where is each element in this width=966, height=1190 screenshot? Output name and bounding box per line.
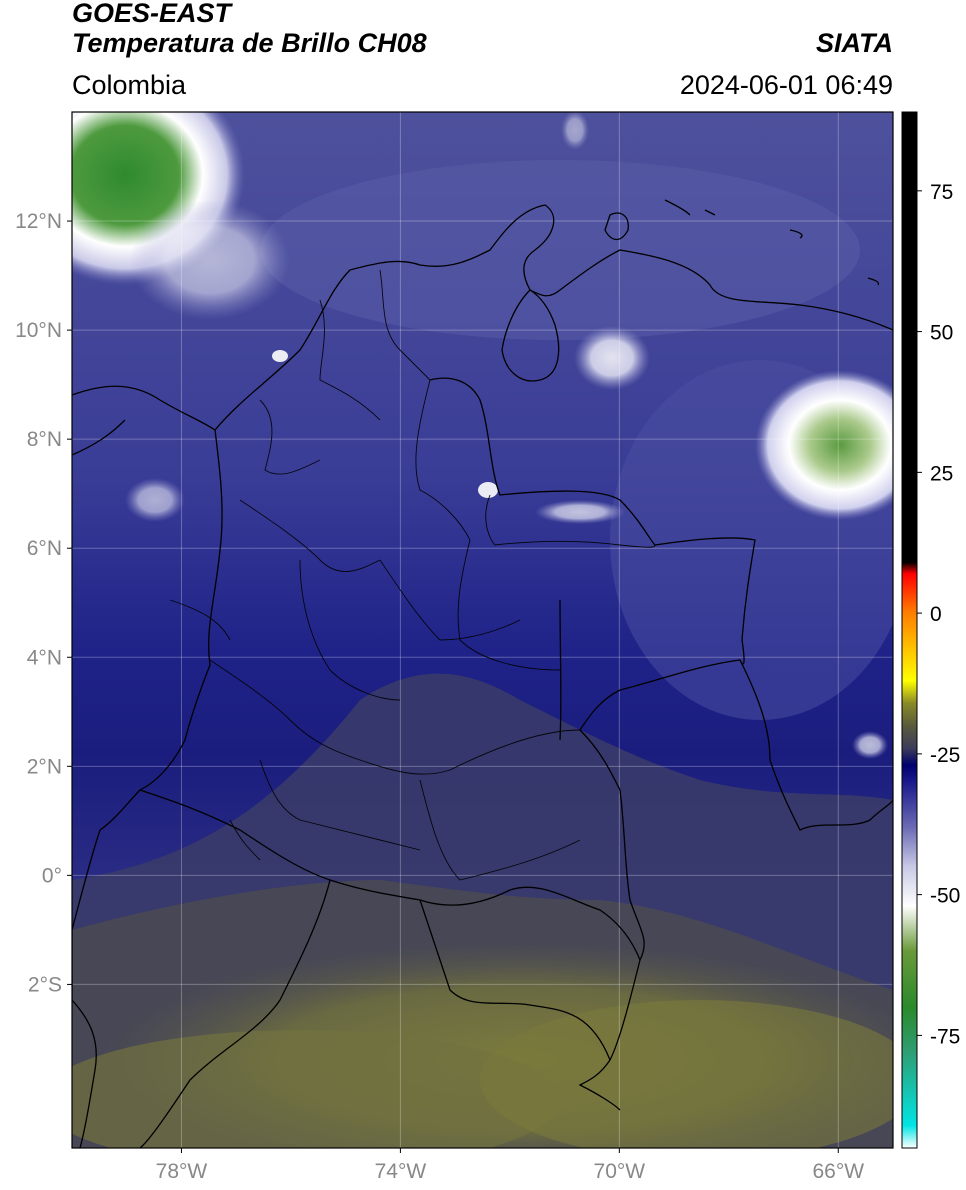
map-frame bbox=[71, 111, 894, 1149]
colorbar-tick-label: -75 bbox=[930, 1025, 960, 1048]
country-borders bbox=[72, 199, 893, 1148]
lon-tick-label: 70°W bbox=[594, 1160, 646, 1183]
lat-tick-label: 12°N bbox=[15, 210, 62, 233]
map-title-satellite: GOES-EAST bbox=[72, 0, 232, 28]
colorbar-tick-label: 75 bbox=[930, 181, 953, 204]
lat-tick-label: 0° bbox=[42, 864, 62, 887]
lat-tick-label: 4°N bbox=[27, 646, 62, 669]
lat-tick-label: 10°N bbox=[15, 319, 62, 342]
colorbar-tick-label: -25 bbox=[930, 744, 960, 767]
timestamp-label: 2024-06-01 06:49 bbox=[679, 70, 893, 100]
colorbar-ticks: 75 50 25 0 -25 -50 -75 bbox=[917, 181, 960, 1048]
lon-tick-label: 74°W bbox=[375, 1160, 427, 1183]
colorbar-tick-label: 25 bbox=[930, 462, 953, 485]
lat-tick-label: 6°N bbox=[27, 537, 62, 560]
colorbar-tick-label: 50 bbox=[930, 322, 953, 345]
latitude-axis: 12°N 10°N 8°N 6°N 4°N 2°N 0° 2°S bbox=[15, 210, 72, 996]
lat-tick-label: 2°S bbox=[28, 973, 62, 996]
map-title-product: Temperatura de Brillo CH08 bbox=[72, 28, 427, 58]
region-label: Colombia bbox=[72, 70, 187, 100]
lat-tick-label: 8°N bbox=[27, 428, 62, 451]
lat-tick-label: 2°N bbox=[27, 755, 62, 778]
colorbar: 75 50 25 0 -25 -50 -75 bbox=[901, 111, 960, 1149]
colorbar-ramp bbox=[902, 112, 917, 1148]
lon-tick-label: 78°W bbox=[156, 1160, 208, 1183]
department-borders bbox=[169, 269, 656, 881]
longitude-axis: 78°W 74°W 70°W 66°W bbox=[156, 1148, 864, 1183]
brand-label: SIATA bbox=[816, 28, 893, 58]
colorbar-frame bbox=[901, 111, 918, 1149]
colorbar-tick-label: -50 bbox=[930, 885, 960, 908]
lon-tick-label: 66°W bbox=[812, 1160, 864, 1183]
colorbar-tick-label: 0 bbox=[930, 603, 942, 626]
brightness-temperature-field bbox=[72, 112, 893, 1148]
graticule bbox=[72, 112, 893, 1148]
